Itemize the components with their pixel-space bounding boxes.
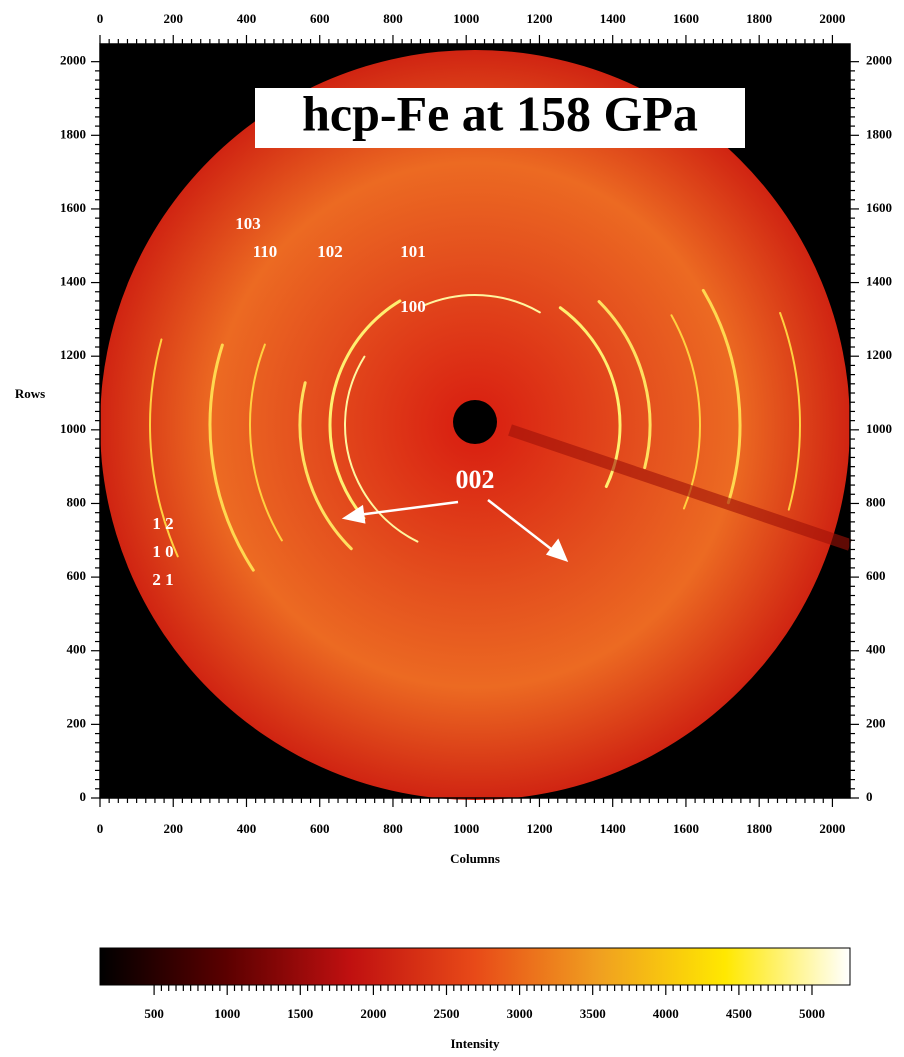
x-tick-label: 1600 <box>673 821 699 836</box>
y-tick-label: 1600 <box>60 200 86 215</box>
colorbar-tick-label: 4000 <box>653 1006 679 1021</box>
y-tick-label-right: 400 <box>866 642 886 657</box>
x-tick-label-top: 1000 <box>453 11 479 26</box>
y-tick-label-right: 1800 <box>866 126 892 141</box>
x-tick-label-top: 200 <box>163 11 183 26</box>
x-tick-label-top: 1200 <box>526 11 552 26</box>
colorbar-tick-label: 1500 <box>287 1006 313 1021</box>
x-tick-label-top: 400 <box>237 11 257 26</box>
beam-stop <box>453 400 497 444</box>
ring-label: 110 <box>253 242 278 261</box>
y-tick-label: 1800 <box>60 126 86 141</box>
y-tick-label: 1000 <box>60 421 86 436</box>
colorbar-tick-label: 4500 <box>726 1006 752 1021</box>
ring-label: 100 <box>400 297 426 316</box>
colorbar-tick-label: 3500 <box>580 1006 606 1021</box>
x-tick-label-top: 1400 <box>600 11 626 26</box>
x-tick-label: 600 <box>310 821 330 836</box>
x-axis-label: Columns <box>450 851 500 866</box>
colorbar-tick-label: 2000 <box>360 1006 386 1021</box>
x-tick-label: 1400 <box>600 821 626 836</box>
y-tick-label-right: 0 <box>866 789 873 804</box>
x-tick-label: 0 <box>97 821 104 836</box>
y-tick-label-right: 2000 <box>866 53 892 68</box>
x-tick-label-top: 1800 <box>746 11 772 26</box>
x-tick-label: 800 <box>383 821 403 836</box>
ring-label: 103 <box>235 214 261 233</box>
colorbar <box>100 948 850 985</box>
x-tick-label-top: 600 <box>310 11 330 26</box>
x-tick-label-top: 0 <box>97 11 104 26</box>
colorbar-tick-label: 500 <box>144 1006 164 1021</box>
y-tick-label: 800 <box>67 494 87 509</box>
x-tick-label: 1800 <box>746 821 772 836</box>
x-tick-label-top: 800 <box>383 11 403 26</box>
y-tick-label-right: 800 <box>866 494 886 509</box>
y-tick-label-right: 1400 <box>866 274 892 289</box>
y-tick-label-right: 200 <box>866 715 886 730</box>
x-tick-label: 2000 <box>819 821 845 836</box>
colorbar-tick-label: 1000 <box>214 1006 240 1021</box>
diffraction-image: hcp-Fe at 158 GPa 103 110 102 101 100 002 1 2 1… <box>58 8 891 841</box>
x-tick-label-top: 1600 <box>673 11 699 26</box>
colorbar-tick-label: 3000 <box>507 1006 533 1021</box>
x-tick-label-top: 2000 <box>819 11 845 26</box>
colorbar-tick-label: 5000 <box>799 1006 825 1021</box>
y-tick-label-right: 1000 <box>866 421 892 436</box>
y-tick-label: 1400 <box>60 274 86 289</box>
x-tick-label: 400 <box>237 821 257 836</box>
ring-label: 1 0 <box>152 542 173 561</box>
x-tick-label: 1200 <box>526 821 552 836</box>
ring-label: 102 <box>317 242 343 261</box>
colorbar-tick-label: 2500 <box>433 1006 459 1021</box>
y-tick-label: 1200 <box>60 347 86 362</box>
y-tick-label: 200 <box>67 715 87 730</box>
y-tick-label: 400 <box>67 642 87 657</box>
chart: hcp-Fe at 158 GPa 103 110 102 101 100 002 1 2 1… <box>0 0 904 1052</box>
ring-label: 1 2 <box>152 514 173 533</box>
y-tick-label: 600 <box>67 568 87 583</box>
chart-title: hcp-Fe at 158 GPa <box>302 85 698 141</box>
x-tick-label: 1000 <box>453 821 479 836</box>
y-axis-label: Rows <box>15 386 45 401</box>
ring-label: 101 <box>400 242 426 261</box>
y-tick-label: 0 <box>80 789 87 804</box>
ring-label: 002 <box>456 465 495 494</box>
ring-label: 2 1 <box>152 570 173 589</box>
colorbar-label: Intensity <box>450 1036 500 1051</box>
x-tick-label: 200 <box>163 821 183 836</box>
y-tick-label: 2000 <box>60 53 86 68</box>
y-tick-label-right: 1600 <box>866 200 892 215</box>
y-tick-label-right: 1200 <box>866 347 892 362</box>
y-tick-label-right: 600 <box>866 568 886 583</box>
